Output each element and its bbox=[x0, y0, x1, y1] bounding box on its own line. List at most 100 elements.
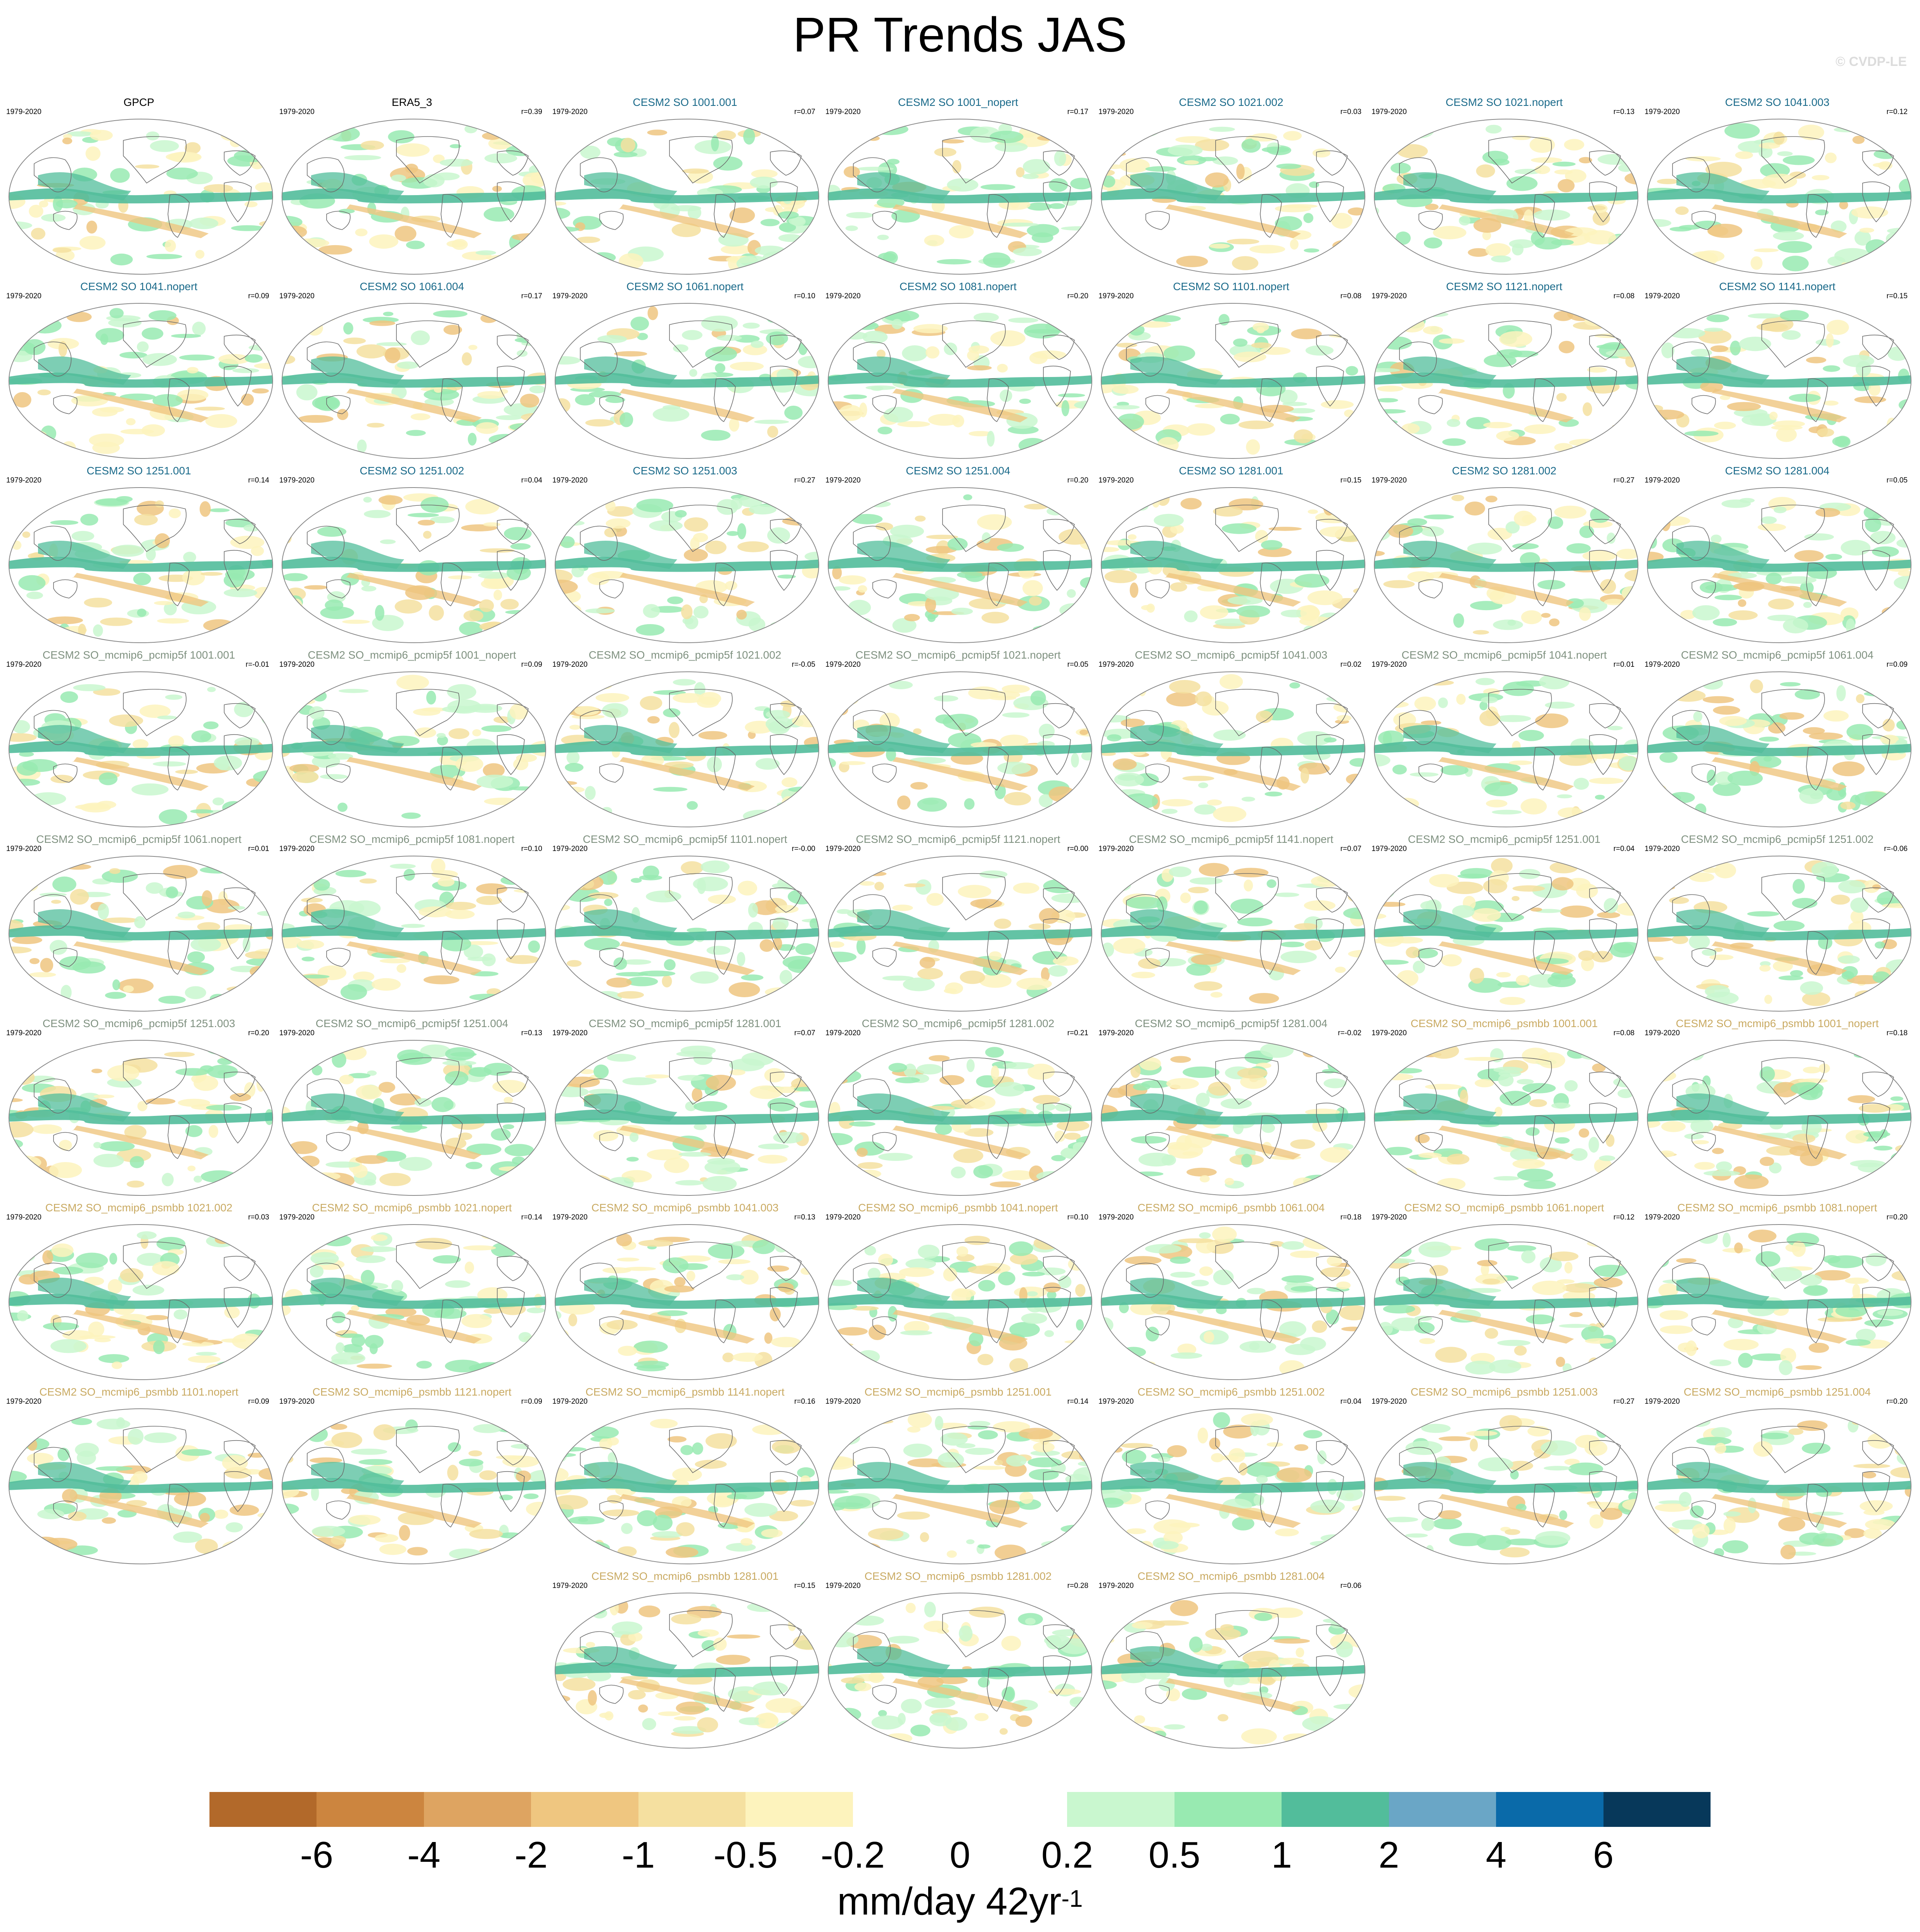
panel-correlation: r=0.00 bbox=[1067, 845, 1088, 853]
panel-correlation: r=0.12 bbox=[1886, 108, 1908, 116]
panel-title: CESM2 SO 1041.003 bbox=[1725, 96, 1830, 108]
map-panel: CESM2 SO_mcmip6_psmbb 1251.003 1979-2020 r… bbox=[1368, 1382, 1640, 1568]
precip-trend-map bbox=[828, 1040, 1092, 1196]
map-panel: CESM2 SO_mcmip6_psmbb 1041.003 1979-2020 r… bbox=[549, 1198, 821, 1384]
panel-period: 1979-2020 bbox=[552, 1029, 588, 1037]
panel-correlation: r=0.20 bbox=[1067, 292, 1088, 300]
panel-title: CESM2 SO_mcmip6_pcmip5f 1041.nopert bbox=[1401, 649, 1607, 661]
panel-correlation: r=0.18 bbox=[1886, 1029, 1908, 1037]
precip-trend-map bbox=[1647, 487, 1911, 643]
panel-title: CESM2 SO_mcmip6_psmbb 1281.001 bbox=[591, 1570, 779, 1582]
precip-trend-map bbox=[1374, 487, 1638, 643]
colorbar-tick-label: -1 bbox=[622, 1834, 655, 1876]
panel-period: 1979-2020 bbox=[6, 1029, 42, 1037]
precip-trend-map bbox=[1374, 119, 1638, 275]
panel-period: 1979-2020 bbox=[1098, 1582, 1134, 1590]
precip-trend-map bbox=[555, 1224, 819, 1380]
map-panel: CESM2 SO 1121.nopert 1979-2020 r=0.08 bbox=[1368, 277, 1640, 463]
panel-period: 1979-2020 bbox=[825, 292, 861, 300]
panel-title: CESM2 SO_mcmip6_pcmip5f 1001.001 bbox=[42, 649, 235, 661]
panel-correlation: r=0.09 bbox=[248, 292, 269, 300]
panel-title: CESM2 SO_mcmip6_psmbb 1081.nopert bbox=[1677, 1202, 1877, 1214]
map-panel: CESM2 SO 1021.nopert 1979-2020 r=0.13 bbox=[1368, 92, 1640, 278]
colorbar-cell bbox=[317, 1792, 424, 1827]
panel-title: CESM2 SO_mcmip6_pcmip5f 1121.nopert bbox=[856, 833, 1060, 845]
panel-correlation: r=0.20 bbox=[1886, 1398, 1908, 1406]
panel-title: CESM2 SO 1281.002 bbox=[1452, 465, 1557, 477]
colorbar-cell bbox=[1389, 1792, 1496, 1827]
panel-period: 1979-2020 bbox=[279, 1213, 315, 1221]
panel-period: 1979-2020 bbox=[1098, 292, 1134, 300]
panel-period: 1979-2020 bbox=[1372, 1398, 1407, 1406]
precip-trend-map bbox=[555, 303, 819, 459]
panel-period: 1979-2020 bbox=[6, 1213, 42, 1221]
panel-correlation: r=0.01 bbox=[1613, 661, 1635, 669]
precip-trend-map bbox=[1101, 856, 1365, 1012]
precip-trend-map bbox=[555, 1408, 819, 1564]
precip-trend-map bbox=[1374, 671, 1638, 827]
map-panel: CESM2 SO_mcmip6_psmbb 1251.002 1979-2020 r… bbox=[1095, 1382, 1367, 1568]
panel-period: 1979-2020 bbox=[825, 845, 861, 853]
panel-title: CESM2 SO_mcmip6_pcmip5f 1001_nopert bbox=[308, 649, 516, 661]
panel-period: 1979-2020 bbox=[552, 1582, 588, 1590]
colorbar-tick-label: -0.5 bbox=[713, 1834, 778, 1876]
panel-title: CESM2 SO_mcmip6_psmbb 1021.nopert bbox=[312, 1202, 512, 1214]
panel-correlation: r=0.10 bbox=[794, 292, 815, 300]
panel-correlation: r=0.14 bbox=[248, 476, 269, 484]
colorbar-cell bbox=[209, 1792, 317, 1827]
panel-correlation: r=-0.02 bbox=[1338, 1029, 1361, 1037]
precip-trend-map bbox=[555, 1040, 819, 1196]
precip-trend-map bbox=[1101, 487, 1365, 643]
watermark: © CVDP-LE bbox=[1835, 54, 1907, 69]
panel-correlation: r=0.01 bbox=[248, 845, 269, 853]
panel-title: CESM2 SO 1041.nopert bbox=[80, 280, 197, 292]
colorbar-tick-label: 6 bbox=[1593, 1834, 1614, 1876]
map-panel: CESM2 SO 1001.001 1979-2020 r=0.07 bbox=[549, 92, 821, 278]
panel-correlation: r=0.27 bbox=[1613, 476, 1635, 484]
colorbar-tick-label: 2 bbox=[1379, 1834, 1399, 1876]
precip-trend-map bbox=[9, 487, 273, 643]
panel-correlation: r=0.09 bbox=[521, 661, 542, 669]
colorbar-tick-label: 0.2 bbox=[1041, 1834, 1093, 1876]
precip-trend-map bbox=[282, 1040, 546, 1196]
panel-period: 1979-2020 bbox=[1098, 661, 1134, 669]
panel-title: CESM2 SO 1251.002 bbox=[360, 465, 464, 477]
panel-title: CESM2 SO_mcmip6_psmbb 1041.003 bbox=[591, 1202, 779, 1214]
panel-period: 1979-2020 bbox=[1372, 476, 1407, 484]
precip-trend-map bbox=[9, 1408, 273, 1564]
panel-period: 1979-2020 bbox=[6, 845, 42, 853]
colorbar-cell bbox=[853, 1792, 960, 1827]
map-panel: CESM2 SO_mcmip6_psmbb 1281.004 1979-2020 r… bbox=[1095, 1566, 1367, 1752]
panel-correlation: r=0.08 bbox=[1613, 1029, 1635, 1037]
panel-title: CESM2 SO 1021.002 bbox=[1179, 96, 1283, 108]
map-panel: CESM2 SO 1101.nopert 1979-2020 r=0.08 bbox=[1095, 277, 1367, 463]
map-panel: CESM2 SO_mcmip6_psmbb 1081.nopert 1979-20… bbox=[1642, 1198, 1913, 1384]
panel-period: 1979-2020 bbox=[279, 108, 315, 116]
panel-correlation: r=0.12 bbox=[1613, 1213, 1635, 1221]
colorbar-tick-label: 1 bbox=[1271, 1834, 1292, 1876]
map-panel: CESM2 SO_mcmip6_pcmip5f 1251.002 1979-202… bbox=[1642, 829, 1913, 1015]
colorbar-cell bbox=[1174, 1792, 1282, 1827]
panel-title: CESM2 SO 1021.nopert bbox=[1446, 96, 1563, 108]
panel-title: CESM2 SO_mcmip6_pcmip5f 1251.001 bbox=[1408, 833, 1601, 845]
panel-title: CESM2 SO 1281.001 bbox=[1179, 465, 1283, 477]
panel-period: 1979-2020 bbox=[552, 1398, 588, 1406]
precip-trend-map bbox=[1647, 119, 1911, 275]
panel-title: CESM2 SO_mcmip6_pcmip5f 1101.nopert bbox=[583, 833, 787, 845]
colorbar-cell bbox=[1282, 1792, 1389, 1827]
colorbar bbox=[209, 1792, 1711, 1827]
panel-correlation: r=0.05 bbox=[1067, 661, 1088, 669]
panel-period: 1979-2020 bbox=[279, 476, 315, 484]
colorbar-tick-label: -0.2 bbox=[820, 1834, 885, 1876]
panel-title: CESM2 SO_mcmip6_pcmip5f 1281.002 bbox=[861, 1017, 1055, 1029]
colorbar-tick-label: 0 bbox=[950, 1834, 970, 1876]
map-panel: CESM2 SO 1251.004 1979-2020 r=0.20 bbox=[822, 461, 1094, 647]
panel-correlation: r=0.20 bbox=[1067, 476, 1088, 484]
panel-correlation: r=0.08 bbox=[1340, 292, 1361, 300]
panel-correlation: r=0.20 bbox=[1886, 1213, 1908, 1221]
panel-period: 1979-2020 bbox=[1645, 292, 1680, 300]
panel-period: 1979-2020 bbox=[1372, 661, 1407, 669]
panel-title: CESM2 SO 1251.001 bbox=[86, 465, 191, 477]
panel-title: CESM2 SO_mcmip6_psmbb 1141.nopert bbox=[585, 1386, 785, 1398]
panel-title: CESM2 SO_mcmip6_psmbb 1281.004 bbox=[1137, 1570, 1325, 1582]
